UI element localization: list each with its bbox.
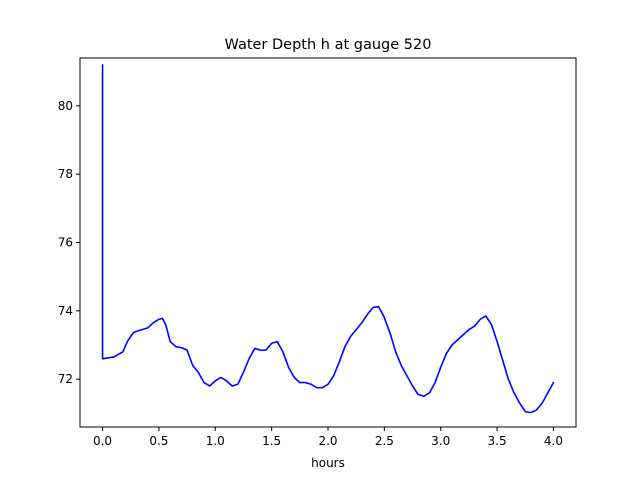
x-tick-label: 2.0 <box>318 434 337 448</box>
x-tick-label: 4.0 <box>544 434 563 448</box>
y-tick-label: 74 <box>58 304 73 318</box>
x-tick-label: 0.0 <box>93 434 112 448</box>
series-line <box>101 64 555 414</box>
x-tick-label: 3.5 <box>488 434 507 448</box>
x-tick-label: 1.5 <box>262 434 281 448</box>
plot-area <box>101 64 555 414</box>
x-tick-label: 0.5 <box>149 434 168 448</box>
y-tick-label: 80 <box>58 99 73 113</box>
x-tick-label: 2.5 <box>375 434 394 448</box>
chart-title: Water Depth h at gauge 520 <box>225 37 432 53</box>
y-axis: 72 74 76 78 80 <box>58 99 80 386</box>
y-tick-label: 76 <box>58 236 73 250</box>
x-tick-label: 1.0 <box>206 434 225 448</box>
x-tick-label: 3.0 <box>431 434 450 448</box>
y-tick-label: 78 <box>58 167 73 181</box>
y-tick-label: 72 <box>58 372 73 386</box>
x-axis-label: hours <box>311 456 345 470</box>
x-axis: 0.0 0.5 1.0 1.5 2.0 2.5 3.0 3.5 4.0 <box>93 427 563 448</box>
